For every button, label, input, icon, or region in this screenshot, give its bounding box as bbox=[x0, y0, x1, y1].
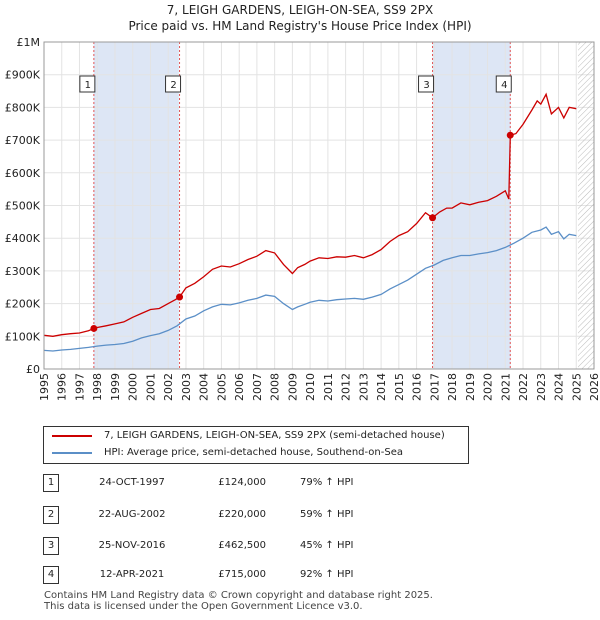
x-tick-label: 2008 bbox=[269, 373, 282, 401]
y-tick-label: £0 bbox=[26, 363, 40, 376]
sale-marker-label: 4 bbox=[501, 80, 507, 91]
sale-point bbox=[90, 324, 98, 332]
x-tick-label: 2016 bbox=[411, 373, 424, 401]
x-tick-label: 1998 bbox=[91, 373, 104, 401]
sale-hpi-change: 92% ↑ HPI bbox=[300, 569, 354, 580]
x-tick-label: 2006 bbox=[233, 373, 246, 401]
y-tick-label: £100K bbox=[5, 330, 41, 343]
sale-point bbox=[506, 131, 514, 139]
sale-number-badge: 2 bbox=[43, 506, 59, 524]
price-chart: 1 2 3 4 £0 £100K £200K £300K £400K £500K £600K £70… bbox=[5, 36, 600, 401]
x-tick-label: 2022 bbox=[517, 373, 530, 401]
y-tick-label: £600K bbox=[5, 167, 41, 180]
x-tick-label: 2001 bbox=[144, 373, 157, 401]
sale-number-badge: 1 bbox=[43, 474, 59, 492]
x-tick-label: 2024 bbox=[553, 373, 566, 401]
y-tick-label: £700K bbox=[5, 134, 41, 147]
y-tick-label: £900K bbox=[5, 69, 41, 82]
x-tick-label: 1996 bbox=[56, 373, 69, 401]
chart-legend: 7, LEIGH GARDENS, LEIGH-ON-SEA, SS9 2PX … bbox=[43, 426, 469, 464]
property-price-line bbox=[43, 92, 577, 337]
sale-hpi-change: 79% ↑ HPI bbox=[300, 477, 354, 488]
sale-marker-box bbox=[418, 75, 435, 93]
legend-swatch-property bbox=[52, 435, 92, 437]
chart-subtitle: Price paid vs. HM Land Registry's House … bbox=[128, 19, 472, 33]
x-tick-label: 2012 bbox=[340, 373, 353, 401]
x-tick-label: 2023 bbox=[535, 373, 548, 401]
x-tick-label: 2005 bbox=[215, 373, 228, 401]
sale-point bbox=[176, 293, 184, 301]
sale-row: 2 22-AUG-2002 £220,000 59% ↑ HPI bbox=[0, 506, 600, 524]
sale-marker-box bbox=[495, 75, 512, 93]
footer-licence: This data is licensed under the Open Gov… bbox=[44, 601, 363, 612]
x-tick-label: 2019 bbox=[464, 373, 477, 401]
sale-point bbox=[429, 214, 437, 222]
x-tick-label: 1999 bbox=[109, 373, 122, 401]
y-tick-label: £800K bbox=[5, 101, 41, 114]
x-tick-label: 2003 bbox=[180, 373, 193, 401]
y-tick-label: £200K bbox=[5, 298, 41, 311]
sale-row: 3 25-NOV-2016 £462,500 45% ↑ HPI bbox=[0, 537, 600, 555]
sale-date: 24-OCT-1997 bbox=[99, 477, 165, 488]
x-tick-label: 2013 bbox=[357, 373, 370, 401]
legend-label-property: 7, LEIGH GARDENS, LEIGH-ON-SEA, SS9 2PX … bbox=[104, 430, 445, 441]
x-tick-label: 2026 bbox=[588, 373, 600, 401]
sale-number-badge: 3 bbox=[43, 537, 59, 555]
hpi-line bbox=[43, 226, 577, 352]
x-tick-label: 2018 bbox=[446, 373, 459, 401]
legend-label-hpi: HPI: Average price, semi-detached house,… bbox=[104, 447, 403, 458]
y-tick-label: £500K bbox=[5, 200, 41, 213]
sale-price: £715,000 bbox=[218, 569, 266, 580]
x-tick-label: 2004 bbox=[198, 373, 211, 401]
x-tick-label: 2010 bbox=[304, 373, 317, 401]
y-tick-label: £400K bbox=[5, 232, 41, 245]
sale-marker-label: 3 bbox=[423, 80, 429, 91]
sale-date: 12-APR-2021 bbox=[99, 569, 165, 580]
chart-title: 7, LEIGH GARDENS, LEIGH-ON-SEA, SS9 2PX bbox=[166, 3, 434, 17]
x-tick-label: 2025 bbox=[570, 373, 583, 401]
sale-price: £462,500 bbox=[218, 540, 266, 551]
y-tick-label: £300K bbox=[5, 265, 41, 278]
x-tick-label: 2009 bbox=[286, 373, 299, 401]
sale-marker-box bbox=[79, 75, 96, 93]
x-tick-label: 2011 bbox=[322, 373, 335, 401]
y-tick-label: £1M bbox=[17, 36, 41, 49]
forecast-hatch-region bbox=[578, 42, 594, 369]
x-tick-label: 2015 bbox=[393, 373, 406, 401]
plot-frame bbox=[43, 41, 595, 370]
sale-hpi-change: 45% ↑ HPI bbox=[300, 540, 354, 551]
x-tick-label: 2021 bbox=[499, 373, 512, 401]
sale-price: £124,000 bbox=[218, 477, 266, 488]
sale-row: 1 24-OCT-1997 £124,000 79% ↑ HPI bbox=[0, 474, 600, 492]
x-tick-label: 2007 bbox=[251, 373, 264, 401]
sale-price: £220,000 bbox=[218, 509, 266, 520]
x-tick-label: 2020 bbox=[482, 373, 495, 401]
legend-swatch-hpi bbox=[52, 452, 92, 454]
x-tick-label: 1995 bbox=[38, 373, 51, 401]
x-tick-label: 2017 bbox=[428, 373, 441, 401]
sale-marker-label: 1 bbox=[85, 80, 91, 91]
x-tick-label: 1997 bbox=[73, 373, 86, 401]
x-tick-label: 2002 bbox=[162, 373, 175, 401]
sale-row: 4 12-APR-2021 £715,000 92% ↑ HPI bbox=[0, 566, 600, 584]
sale-marker-label: 2 bbox=[170, 80, 176, 91]
x-tick-label: 2014 bbox=[375, 373, 388, 401]
footer-copyright: Contains HM Land Registry data © Crown c… bbox=[44, 590, 433, 601]
sale-number-badge: 4 bbox=[43, 566, 59, 584]
x-tick-label: 2000 bbox=[127, 373, 140, 401]
sale-marker-box bbox=[165, 75, 182, 93]
sale-date: 22-AUG-2002 bbox=[98, 509, 166, 520]
sale-date: 25-NOV-2016 bbox=[98, 540, 166, 551]
sale-hpi-change: 59% ↑ HPI bbox=[300, 509, 354, 520]
